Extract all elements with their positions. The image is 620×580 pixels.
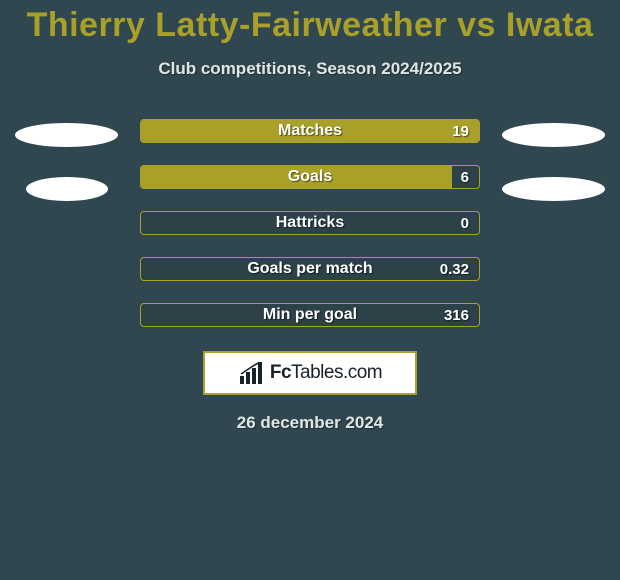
- logo-text: FcTables.com: [270, 362, 382, 384]
- player-avatar-right-1: [502, 123, 605, 147]
- stat-bar: Matches19: [140, 119, 480, 143]
- avatar-col-right: [502, 119, 605, 201]
- comparison-infographic: Thierry Latty-Fairweather vs Iwata Club …: [0, 0, 620, 580]
- stat-bar: Goals per match0.32: [140, 257, 480, 281]
- stat-bar: Goals6: [140, 165, 480, 189]
- stat-bar-value: 316: [444, 304, 469, 326]
- content-row: Matches19 Goals6 Hattricks0 Goals per match…: [0, 119, 620, 327]
- stat-bar-fill: [141, 166, 452, 188]
- stat-bar-value: 0.32: [440, 258, 469, 280]
- bar-chart-icon: [238, 362, 264, 384]
- page-title: Thierry Latty-Fairweather vs Iwata: [0, 0, 620, 45]
- stat-bars: Matches19 Goals6 Hattricks0 Goals per match…: [140, 119, 480, 327]
- stat-bar: Min per goal316: [140, 303, 480, 327]
- player-avatar-right-2: [502, 177, 605, 201]
- stat-bar-value: 6: [461, 166, 469, 188]
- page-subtitle: Club competitions, Season 2024/2025: [0, 59, 620, 79]
- stat-bar-value: 19: [452, 120, 469, 142]
- stat-bar-label: Hattricks: [141, 212, 479, 234]
- stat-bar: Hattricks0: [140, 211, 480, 235]
- stat-bar-label: Goals per match: [141, 258, 479, 280]
- stat-bar-value: 0: [461, 212, 469, 234]
- logo-suffix: .com: [343, 362, 382, 383]
- footer: FcTables.com: [0, 351, 620, 395]
- stat-bar-label: Min per goal: [141, 304, 479, 326]
- player-avatar-left-1: [15, 123, 118, 147]
- logo-brand-a: Fc: [270, 362, 291, 383]
- player-avatar-left-2: [26, 177, 108, 201]
- snapshot-date: 26 december 2024: [0, 413, 620, 433]
- logo-brand-b: Tables: [291, 362, 343, 383]
- stat-bar-fill: [141, 120, 479, 142]
- fctables-logo: FcTables.com: [203, 351, 417, 395]
- avatar-col-left: [15, 119, 118, 201]
